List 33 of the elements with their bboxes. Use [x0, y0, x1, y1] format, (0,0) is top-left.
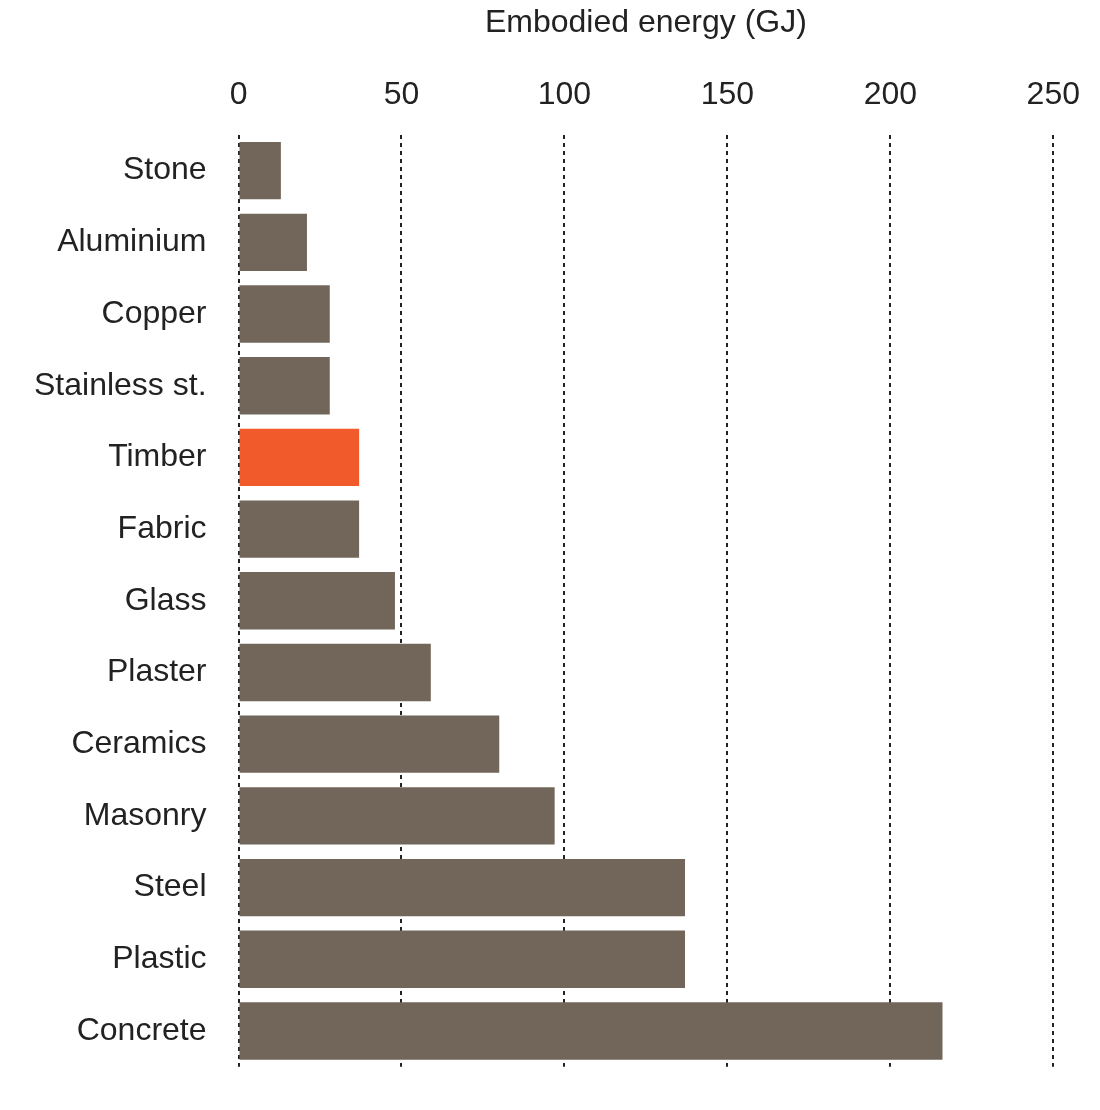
bar [239, 930, 686, 988]
y-tick-label: Timber [108, 437, 207, 474]
bar [239, 715, 500, 773]
bar [239, 428, 360, 487]
x-tick-label: 250 [1026, 75, 1080, 112]
y-tick-label: Ceramics [71, 724, 207, 761]
y-tick-label: Stone [122, 150, 207, 187]
y-tick-label: Plaster [106, 652, 207, 689]
y-tick-label: Copper [101, 293, 207, 330]
x-axis-title: Embodied energy (GJ) [484, 3, 807, 40]
bar [239, 643, 431, 702]
bar [239, 1002, 943, 1060]
y-tick-label: Fabric [117, 508, 207, 545]
bar [239, 500, 360, 558]
bar [239, 141, 281, 200]
bar [239, 213, 307, 272]
x-tick-label: 0 [229, 75, 248, 112]
y-tick-label: Plastic [112, 939, 207, 976]
bar [239, 572, 395, 630]
x-tick-label: 200 [863, 75, 918, 112]
x-tick-label: 50 [383, 75, 420, 112]
bar [239, 357, 330, 415]
y-tick-label: Glass [124, 580, 207, 617]
y-tick-label: Steel [133, 867, 207, 904]
bar [239, 787, 555, 845]
bar [239, 858, 686, 917]
y-tick-label: Aluminium [57, 222, 207, 259]
bar [239, 285, 330, 343]
y-tick-label: Concrete [76, 1010, 207, 1047]
y-tick-label: Stainless st. [34, 365, 207, 402]
y-tick-label: Masonry [83, 795, 207, 832]
x-tick-label: 100 [537, 75, 592, 112]
x-tick-label: 150 [700, 75, 755, 112]
